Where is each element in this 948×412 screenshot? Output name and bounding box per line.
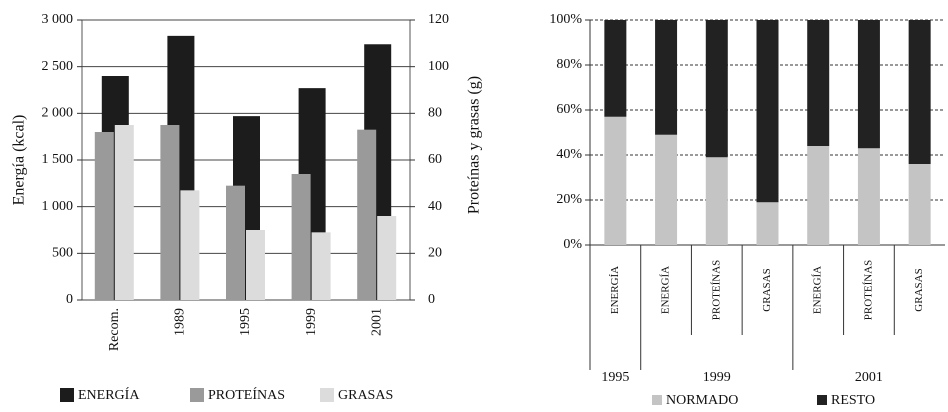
- legend-label: ENERGÍA: [78, 386, 140, 403]
- bar-segment: [705, 157, 728, 245]
- bar-segment: [857, 148, 880, 245]
- legend-label: PROTEÍNAS: [208, 386, 285, 403]
- y-tick-label: 80%: [556, 57, 582, 72]
- group-label: 1999: [703, 370, 731, 385]
- legend-label: RESTO: [831, 393, 875, 408]
- legend-swatch: [817, 395, 827, 405]
- x-tick-label: 2001: [369, 308, 384, 336]
- y-tick-label: 100%: [549, 12, 582, 27]
- bar-segment: [604, 20, 627, 117]
- y2-tick-label: 120: [428, 12, 449, 27]
- y2-tick-label: 60: [428, 152, 442, 167]
- y2-tick-label: 40: [428, 199, 442, 214]
- y-axis-title: Energía (kcal): [11, 115, 28, 206]
- y2-axis-title: Proteínas y grasas (g): [466, 76, 483, 214]
- y2-tick-label: 80: [428, 106, 442, 121]
- bar: [291, 174, 311, 300]
- bar: [180, 190, 200, 300]
- bar: [114, 125, 134, 300]
- x-tick-label: 1989: [173, 308, 188, 336]
- group-label: 2001: [855, 370, 883, 385]
- x-tick-label: PROTEÍNAS: [862, 260, 874, 321]
- bar: [94, 132, 114, 300]
- y-tick-label: 0: [66, 292, 73, 307]
- y-tick-label: 500: [52, 246, 73, 261]
- bar-segment: [756, 20, 779, 203]
- x-tick-label: ENERGÍA: [660, 266, 672, 314]
- x-tick-label: Recom.: [107, 308, 122, 351]
- bar: [377, 216, 397, 300]
- y-tick-label: 0%: [563, 237, 582, 252]
- bar-segment: [655, 134, 678, 245]
- x-tick-label: 1999: [304, 308, 319, 336]
- legend-swatch: [652, 395, 662, 405]
- bar: [160, 125, 180, 300]
- y-tick-label: 2 500: [42, 59, 74, 74]
- legend-label: GRASAS: [338, 388, 393, 403]
- y2-tick-label: 20: [428, 246, 442, 261]
- bar-segment: [756, 202, 779, 245]
- bar: [226, 185, 245, 300]
- bar-segment: [807, 146, 830, 245]
- y2-tick-label: 100: [428, 59, 449, 74]
- x-tick-label: GRASAS: [913, 268, 925, 311]
- bar-segment: [908, 20, 931, 164]
- y-tick-label: 1 000: [42, 199, 74, 214]
- y-tick-label: 20%: [556, 192, 582, 207]
- x-tick-label: ENERGÍA: [812, 266, 824, 314]
- bar-segment: [908, 164, 931, 245]
- bar-segment: [857, 20, 880, 149]
- x-tick-label: GRASAS: [761, 268, 773, 311]
- legend-label: NORMADO: [666, 393, 738, 408]
- bar-segment: [807, 20, 830, 146]
- legend-swatch: [60, 388, 74, 402]
- y-tick-label: 60%: [556, 102, 582, 117]
- y-tick-label: 1 500: [42, 152, 74, 167]
- y2-tick-label: 0: [428, 292, 435, 307]
- y-tick-label: 2 000: [42, 106, 74, 121]
- y-tick-label: 3 000: [42, 12, 74, 27]
- bar-segment: [705, 20, 728, 158]
- bar-segment: [604, 116, 627, 245]
- bar-segment: [655, 20, 678, 135]
- x-tick-label: ENERGÍA: [609, 266, 621, 314]
- bar: [311, 232, 331, 300]
- x-tick-label: 1995: [238, 308, 253, 336]
- bar: [357, 129, 377, 300]
- legend-swatch: [320, 388, 334, 402]
- x-tick-label: PROTEÍNAS: [710, 260, 722, 321]
- group-label: 1995: [601, 370, 629, 385]
- legend-swatch: [190, 388, 204, 402]
- bar: [246, 230, 265, 300]
- y-tick-label: 40%: [556, 147, 582, 162]
